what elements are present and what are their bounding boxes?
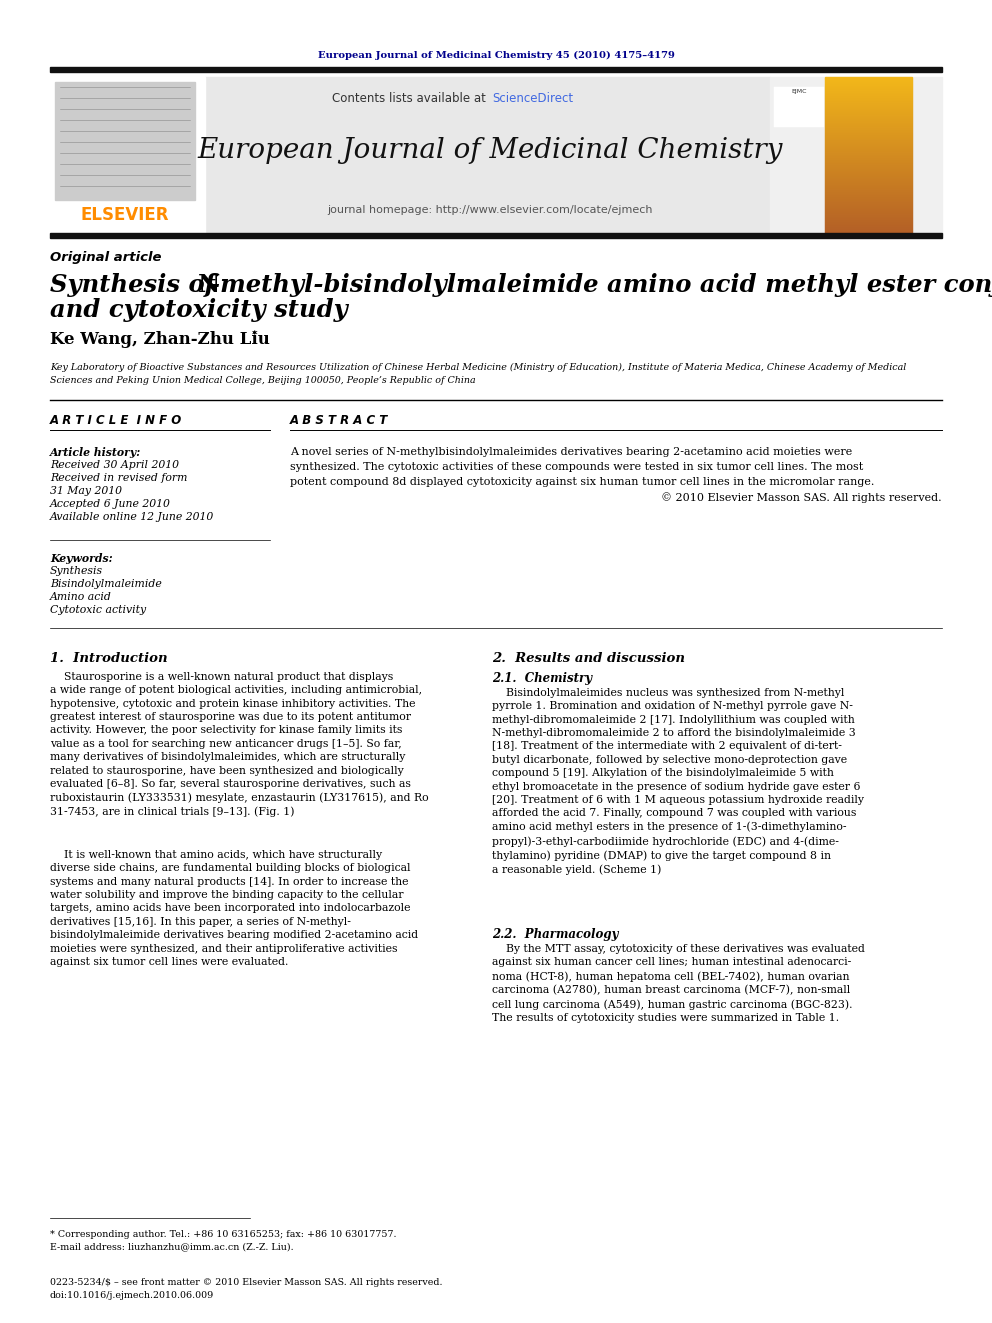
Text: 2.  Results and discussion: 2. Results and discussion [492,652,685,665]
Bar [205,77,770,235]
Text: Received in revised form: Received in revised form [50,474,187,483]
Text: Cytotoxic activity: Cytotoxic activity [50,605,146,615]
Text: A B S T R A C T: A B S T R A C T [290,414,388,426]
Text: Keywords:: Keywords: [50,553,113,564]
Bar [774,87,824,127]
Bar [50,233,942,238]
Text: Article history:: Article history: [50,447,141,458]
Text: Contents lists available at: Contents lists available at [332,91,490,105]
Text: Staurosporine is a well-known natural product that displays
a wide range of pote: Staurosporine is a well-known natural pr… [50,672,429,818]
Text: Synthesis: Synthesis [50,566,103,576]
Text: and cytotoxicity study: and cytotoxicity study [50,298,348,321]
Text: A R T I C L E  I N F O: A R T I C L E I N F O [50,414,183,426]
Text: © 2010 Elsevier Masson SAS. All rights reserved.: © 2010 Elsevier Masson SAS. All rights r… [662,492,942,503]
Text: 0223-5234/$ – see front matter © 2010 Elsevier Masson SAS. All rights reserved.
: 0223-5234/$ – see front matter © 2010 El… [50,1278,442,1299]
Text: Bisindolylmaleimide: Bisindolylmaleimide [50,579,162,589]
Text: Sciences and Peking Union Medical College, Beijing 100050, People’s Republic of : Sciences and Peking Union Medical Colleg… [50,376,475,385]
Text: ELSEVIER: ELSEVIER [80,206,170,224]
Text: Original article: Original article [50,250,162,263]
Text: Received 30 April 2010: Received 30 April 2010 [50,460,179,470]
Bar [50,77,205,235]
Bar [770,77,942,235]
Text: 2.2.  Pharmacology: 2.2. Pharmacology [492,927,618,941]
Text: N: N [198,273,220,296]
Text: 1.  Introduction: 1. Introduction [50,652,168,665]
Text: ScienceDirect: ScienceDirect [492,91,573,105]
Text: journal homepage: http://www.elsevier.com/locate/ejmech: journal homepage: http://www.elsevier.co… [327,205,653,216]
Text: A novel series of N-methylbisindolylmaleimides derivatives bearing 2-acetamino a: A novel series of N-methylbisindolylmale… [290,447,852,456]
Text: 31 May 2010: 31 May 2010 [50,486,122,496]
Text: Key Laboratory of Bioactive Substances and Resources Utilization of Chinese Herb: Key Laboratory of Bioactive Substances a… [50,363,907,372]
Text: Ke Wang, Zhan-Zhu Liu: Ke Wang, Zhan-Zhu Liu [50,332,270,348]
Text: Accepted 6 June 2010: Accepted 6 June 2010 [50,499,171,509]
Text: *: * [252,329,258,340]
Text: It is well-known that amino acids, which have structurally
diverse side chains, : It is well-known that amino acids, which… [50,849,418,967]
Text: European Journal of Medicinal Chemistry: European Journal of Medicinal Chemistry [197,136,783,164]
Text: 2.1.  Chemistry: 2.1. Chemistry [492,672,592,685]
Text: -methyl-bisindolylmaleimide amino acid methyl ester conjugates: -methyl-bisindolylmaleimide amino acid m… [210,273,992,296]
Text: EJMC: EJMC [792,90,806,94]
Text: European Journal of Medicinal Chemistry 45 (2010) 4175–4179: European Journal of Medicinal Chemistry … [317,50,675,60]
Text: By the MTT assay, cytotoxicity of these derivatives was evaluated
against six hu: By the MTT assay, cytotoxicity of these … [492,945,865,1023]
Text: Available online 12 June 2010: Available online 12 June 2010 [50,512,214,523]
Text: Bisindolylmaleimides nucleus was synthesized from N-methyl
pyrrole 1. Brominatio: Bisindolylmaleimides nucleus was synthes… [492,688,864,875]
Bar [55,82,195,200]
Text: potent compound 8d displayed cytotoxicity against six human tumor cell lines in : potent compound 8d displayed cytotoxicit… [290,478,874,487]
Text: Amino acid: Amino acid [50,591,112,602]
Bar [50,67,942,71]
Text: Synthesis of: Synthesis of [50,273,223,296]
Text: synthesized. The cytotoxic activities of these compounds were tested in six tumo: synthesized. The cytotoxic activities of… [290,462,863,472]
Text: * Corresponding author. Tel.: +86 10 63165253; fax: +86 10 63017757.
E-mail addr: * Corresponding author. Tel.: +86 10 631… [50,1230,397,1252]
